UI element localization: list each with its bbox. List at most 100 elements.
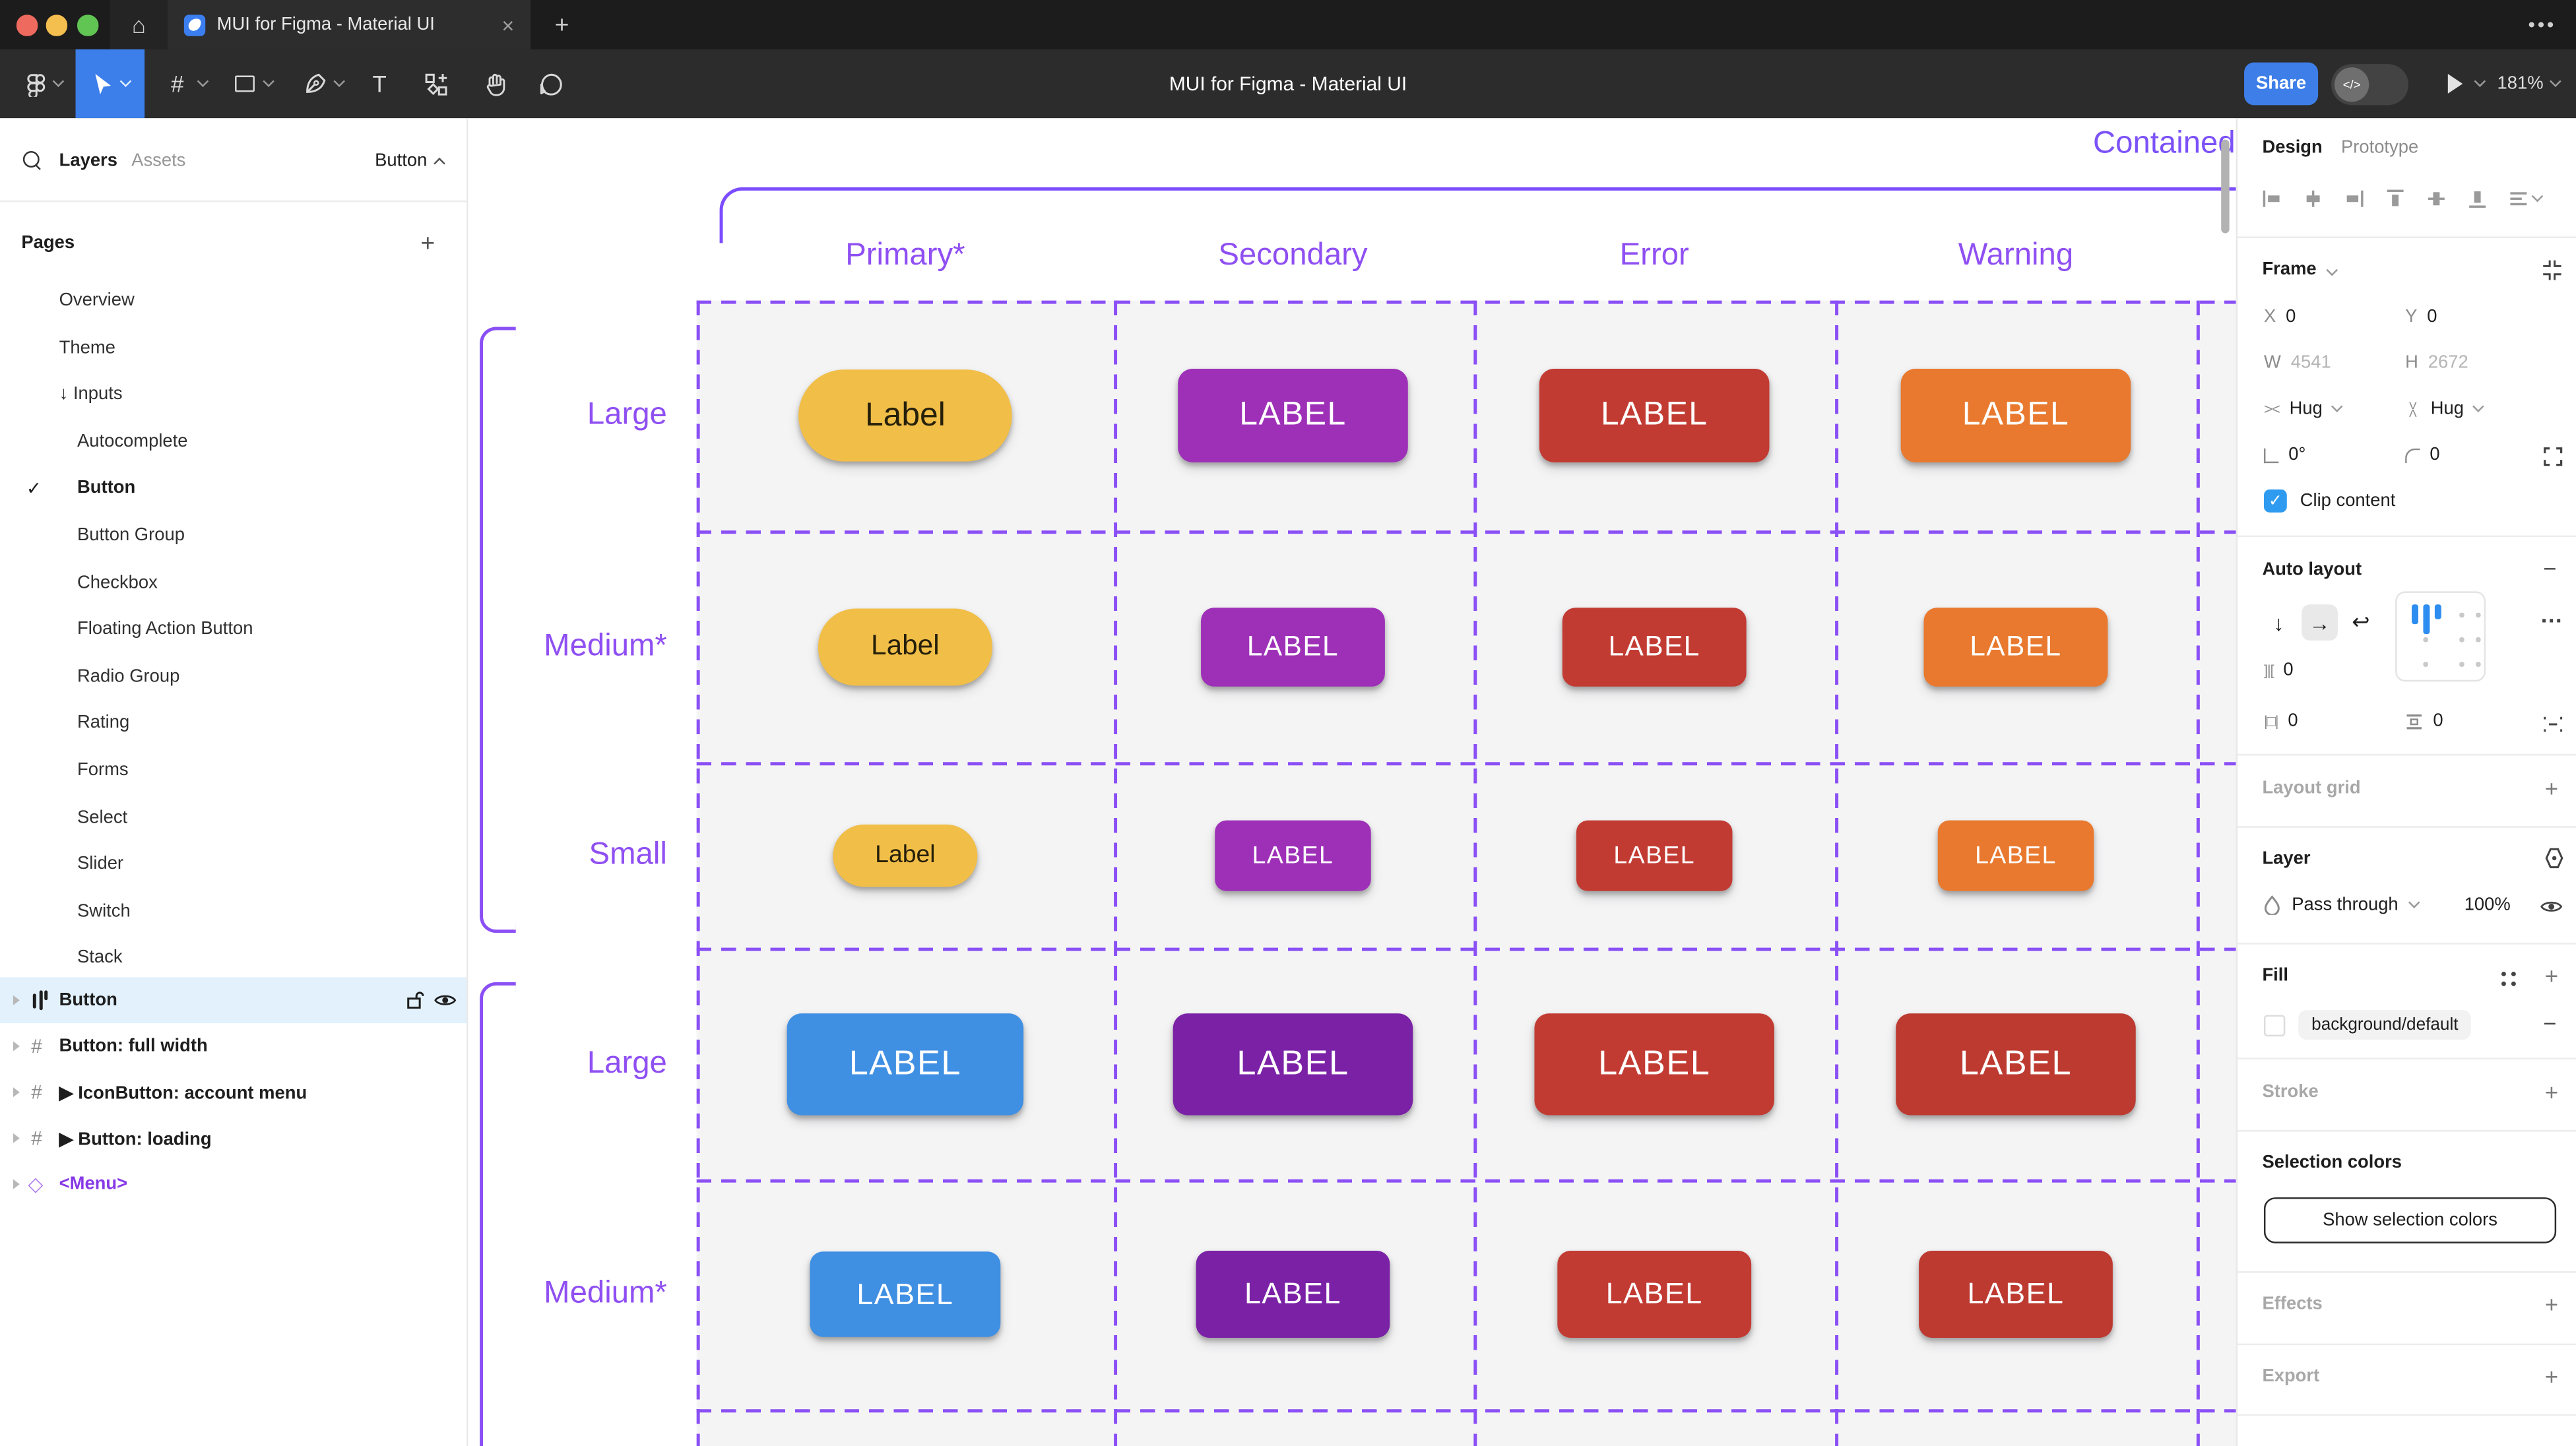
collapse-panel-icon[interactable] <box>2542 259 2563 280</box>
vertical-padding-field[interactable]: 0 <box>2405 711 2443 731</box>
page-item-switch[interactable]: Switch <box>77 901 131 922</box>
hand-tool-button[interactable] <box>478 49 515 119</box>
button-large-primary[interactable]: Label <box>798 369 1012 462</box>
active-file-tab[interactable]: MUI for Figma - Material UI × <box>167 0 531 49</box>
corner-radius-field[interactable]: 0 <box>2405 445 2440 465</box>
canvas-viewport[interactable]: Contained Primary* Secondary Error Warni… <box>468 118 2236 1446</box>
height-field[interactable]: H 2672 <box>2405 353 2468 373</box>
fill-color-swatch[interactable] <box>2263 1014 2286 1036</box>
button-medium-error-alt[interactable]: LABEL <box>1557 1250 1752 1338</box>
frame-tool-button[interactable]: # <box>171 71 184 97</box>
layer-row-button-loading[interactable]: # ▶ Button: loading <box>0 1116 467 1162</box>
button-medium-secondary-alt[interactable]: LABEL <box>1196 1250 1390 1338</box>
page-item-checkbox[interactable]: Checkbox <box>77 572 158 592</box>
page-item-stack[interactable]: Stack <box>77 948 123 968</box>
align-top-icon[interactable] <box>2385 189 2405 208</box>
pen-tool-chevron-icon[interactable] <box>330 49 346 119</box>
layer-row-iconbutton-account-menu[interactable]: # ▶ IconButton: account menu <box>0 1069 467 1116</box>
button-medium-warning-alt[interactable]: LABEL <box>1919 1250 2113 1338</box>
button-medium-warning[interactable]: LABEL <box>1923 606 2108 686</box>
direction-wrap-button[interactable]: ↩ <box>2352 609 2370 635</box>
dev-mode-toggle[interactable]: </> <box>2331 64 2409 106</box>
remove-auto-layout-button[interactable]: − <box>2543 555 2557 582</box>
vertical-sizing-field[interactable]: >< Hug <box>2404 399 2484 419</box>
layer-row-menu-instance[interactable]: ◇ <Menu> <box>0 1161 467 1207</box>
button-small-secondary[interactable]: LABEL <box>1215 819 1371 891</box>
page-item-slider[interactable]: Slider <box>77 854 124 875</box>
share-button[interactable]: Share <box>2244 62 2319 106</box>
page-item-overview[interactable]: Overview <box>59 290 135 311</box>
close-tab-icon[interactable]: × <box>501 12 515 38</box>
direction-right-button[interactable]: → <box>2302 604 2338 641</box>
auto-layout-more-button[interactable]: … <box>2540 601 2563 628</box>
tab-prototype[interactable]: Prototype <box>2340 138 2419 158</box>
layer-row-button[interactable]: Button <box>0 977 467 1023</box>
button-small-warning[interactable]: LABEL <box>1937 819 2094 891</box>
resources-tool-button[interactable] <box>417 49 453 119</box>
comment-tool-button[interactable] <box>532 49 569 119</box>
main-menu-button[interactable] <box>13 49 59 119</box>
fill-row[interactable]: background/default <box>2263 1010 2472 1040</box>
button-large-primary-alt[interactable]: LABEL <box>787 1012 1024 1115</box>
traffic-light-zoom[interactable] <box>77 15 98 36</box>
rotation-field[interactable]: 0° <box>2263 445 2306 465</box>
blend-mode-value[interactable]: Pass through <box>2292 895 2399 915</box>
independent-padding-icon[interactable] <box>2543 714 2563 734</box>
align-bottom-icon[interactable] <box>2468 189 2488 208</box>
tab-layers[interactable]: Layers <box>59 151 117 171</box>
present-chevron-icon[interactable] <box>2471 49 2488 119</box>
text-tool-button[interactable]: T <box>372 71 387 97</box>
frame-title-label[interactable]: Contained <box>2093 126 2236 162</box>
button-small-error[interactable]: LABEL <box>1576 819 1733 891</box>
add-export-button[interactable]: + <box>2544 1363 2559 1390</box>
page-item-button[interactable]: Button <box>77 478 136 499</box>
main-menu-chevron-icon[interactable] <box>49 49 66 119</box>
add-fill-button[interactable]: + <box>2544 962 2559 989</box>
button-large-secondary-alt[interactable]: LABEL <box>1173 1012 1413 1115</box>
page-item-inputs[interactable]: ↓ Inputs <box>59 385 123 404</box>
fill-styles-icon[interactable] <box>2499 969 2519 989</box>
variant-badge-icon[interactable] <box>2542 848 2565 869</box>
eye-visible-icon[interactable] <box>434 992 457 1009</box>
button-medium-secondary[interactable]: LABEL <box>1201 606 1385 686</box>
layer-visibility-eye-icon[interactable] <box>2540 898 2563 915</box>
show-selection-colors-button[interactable]: Show selection colors <box>2263 1197 2557 1243</box>
canvas-scrollbar[interactable] <box>2221 139 2230 234</box>
shape-tool-chevron-icon[interactable] <box>259 49 276 119</box>
add-layout-grid-button[interactable]: + <box>2544 775 2559 802</box>
button-large-error[interactable]: LABEL <box>1539 368 1770 462</box>
page-item-rating[interactable]: Rating <box>77 713 130 734</box>
align-right-icon[interactable] <box>2344 189 2364 208</box>
window-overflow-menu-icon[interactable]: ••• <box>2528 13 2557 36</box>
direction-down-button[interactable]: ↓ <box>2273 610 2284 635</box>
traffic-light-close[interactable] <box>16 15 38 36</box>
new-tab-button[interactable]: + <box>554 11 569 39</box>
expand-chevron-icon[interactable] <box>13 995 20 1005</box>
gap-field[interactable]: ]|[0 <box>2263 660 2294 680</box>
align-vertical-center-icon[interactable] <box>2426 189 2446 208</box>
button-large-warning[interactable]: LABEL <box>1900 368 2131 462</box>
independent-corners-icon[interactable] <box>2543 447 2563 466</box>
page-item-fab[interactable]: Floating Action Button <box>77 619 253 639</box>
clip-content-control[interactable]: ✓ Clip content <box>2263 489 2395 513</box>
add-effect-button[interactable]: + <box>2544 1290 2559 1317</box>
zoom-menu[interactable]: 181% <box>2497 49 2562 119</box>
page-item-forms[interactable]: Forms <box>77 760 129 780</box>
add-page-button[interactable]: + <box>420 230 435 258</box>
page-item-theme[interactable]: Theme <box>59 337 115 358</box>
button-large-error-alt[interactable]: LABEL <box>1534 1012 1774 1115</box>
layer-row-button-full-width[interactable]: # Button: full width <box>0 1023 467 1069</box>
button-medium-primary[interactable]: Label <box>818 608 992 685</box>
width-field[interactable]: W 4541 <box>2263 353 2331 373</box>
page-item-autocomplete[interactable]: Autocomplete <box>77 431 188 452</box>
checkbox-checked-icon[interactable]: ✓ <box>2263 489 2287 513</box>
add-stroke-button[interactable]: + <box>2544 1079 2559 1106</box>
button-large-secondary[interactable]: LABEL <box>1178 368 1408 462</box>
page-item-button-group[interactable]: Button Group <box>77 525 185 546</box>
auto-layout-alignment-widget[interactable] <box>2395 591 2486 682</box>
remove-fill-button[interactable]: − <box>2543 1010 2557 1037</box>
component-scope-selector[interactable]: Button <box>375 151 445 171</box>
horizontal-padding-field[interactable]: |□| 0 <box>2263 711 2298 731</box>
button-medium-error[interactable]: LABEL <box>1562 606 1747 686</box>
